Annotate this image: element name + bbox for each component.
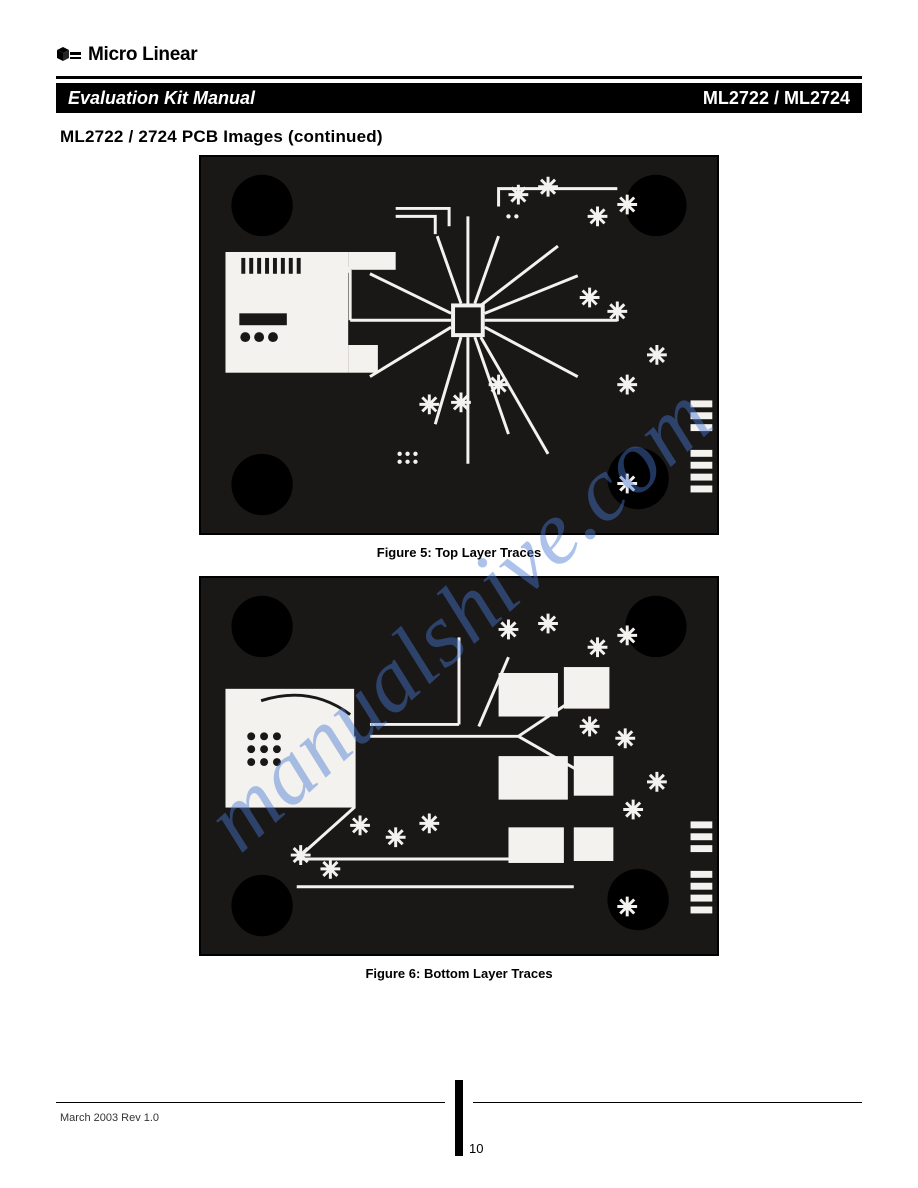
header-divider	[56, 76, 862, 79]
figure-bottom-layer-pcb	[199, 576, 719, 956]
brand-header: Micro Linear	[56, 40, 862, 70]
brand-logo-icon	[56, 46, 82, 64]
section-heading: ML2722 / 2724 PCB Images (continued)	[60, 127, 858, 147]
figure2-caption: Figure 6: Bottom Layer Traces	[56, 966, 862, 981]
title-bar-left: Evaluation Kit Manual	[68, 88, 255, 109]
title-bar-right: ML2722 / ML2724	[703, 88, 850, 109]
page-number: 10	[469, 1141, 483, 1156]
page-root: Micro Linear Evaluation Kit Manual ML272…	[0, 0, 918, 1188]
brand-name: Micro Linear	[88, 44, 197, 66]
page-footer: March 2003 Rev 1.0 10	[56, 1102, 862, 1162]
title-bar: Evaluation Kit Manual ML2722 / ML2724	[56, 83, 862, 113]
footer-spine	[455, 1080, 463, 1156]
figure-top-layer-pcb	[199, 155, 719, 535]
footer-revision: March 2003 Rev 1.0	[60, 1112, 159, 1124]
figure1-caption: Figure 5: Top Layer Traces	[56, 545, 862, 560]
